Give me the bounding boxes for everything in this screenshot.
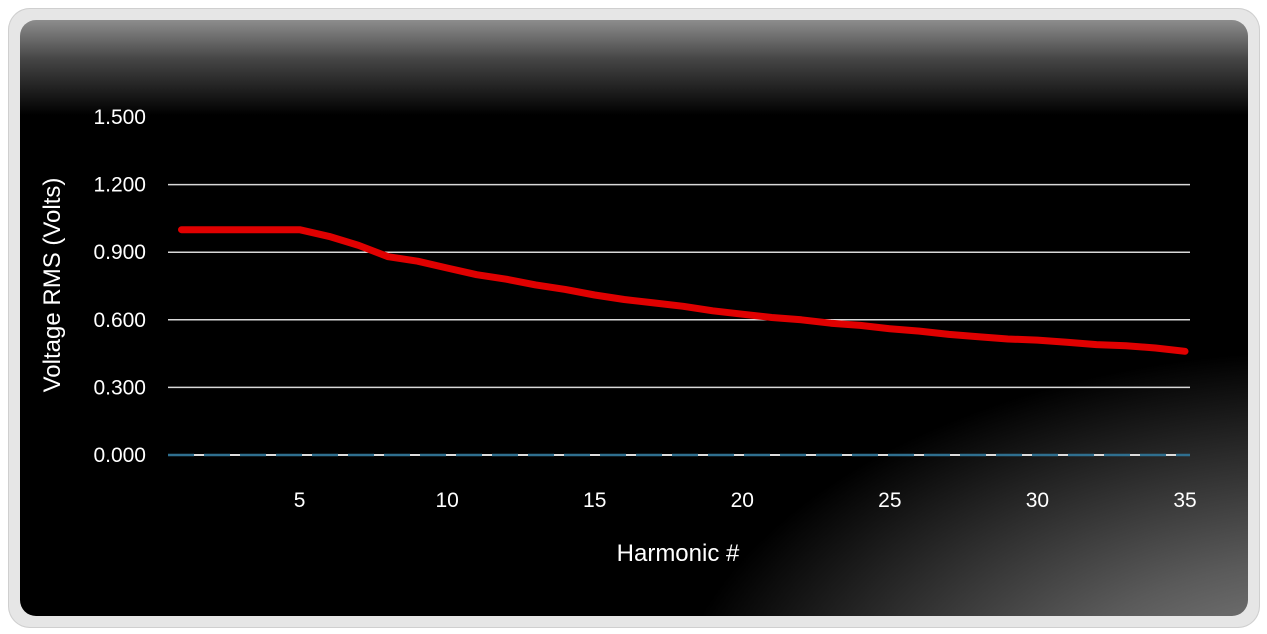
x-tick-label: 35: [1173, 489, 1196, 512]
x-tick-label: 30: [1026, 489, 1049, 512]
y-tick-label: 1.200: [93, 174, 146, 197]
y-tick-label: 0.600: [93, 309, 146, 332]
chart-frame: [8, 8, 1260, 628]
y-axis-title: Voltage RMS (Volts): [39, 178, 66, 393]
x-tick-label: 20: [731, 489, 754, 512]
y-tick-label: 0.900: [93, 241, 146, 264]
grid-lines: [168, 183, 1190, 389]
chart-panel: [20, 20, 1248, 616]
y-tick-label: 1.500: [93, 106, 146, 129]
x-tick-label: 25: [878, 489, 901, 512]
y-tick-label: 0.300: [93, 376, 146, 399]
y-tick-label: 0.000: [93, 444, 146, 467]
x-tick-label: 10: [435, 489, 458, 512]
series-lines: [178, 226, 1189, 355]
x-tick-label: 5: [294, 489, 306, 512]
series-line-0: [178, 226, 1189, 355]
x-axis-title: Harmonic #: [617, 540, 740, 567]
y-axis-ticks: 0.000 0.300 0.600 0.900 1.200 1.500: [93, 106, 146, 467]
x-axis-ticks: 5 10 15 20 25 30 35: [294, 489, 1197, 512]
x-tick-label: 15: [583, 489, 606, 512]
